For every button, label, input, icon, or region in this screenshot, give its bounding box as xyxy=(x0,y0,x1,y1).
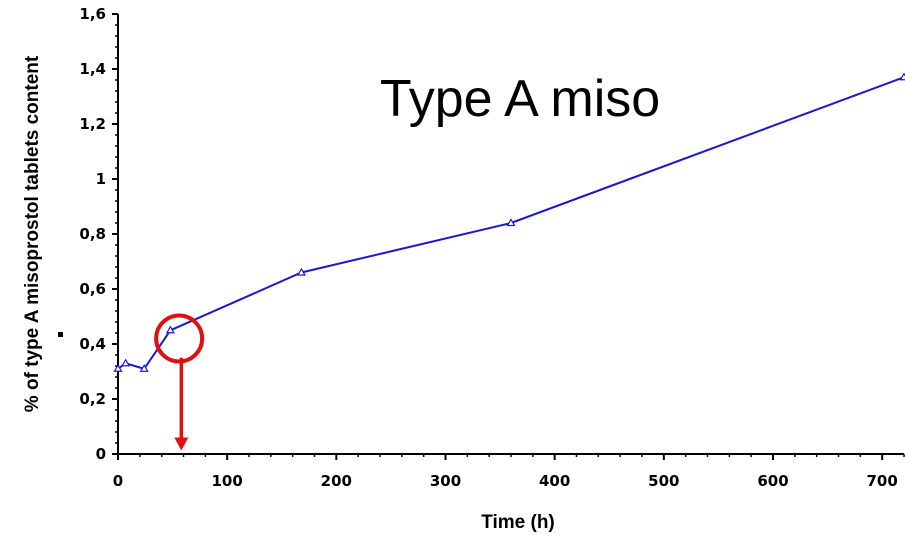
arrow-head xyxy=(174,437,189,451)
data-point-marker xyxy=(121,358,131,367)
data-point-marker xyxy=(113,364,123,372)
x-tick-label: 600 xyxy=(757,472,788,490)
data-point-marker xyxy=(296,267,306,276)
y-tick-label: 0 xyxy=(96,445,106,463)
y-axis-title: % of type A misoprostol tablets content xyxy=(22,55,43,412)
x-tick-label: 0 xyxy=(113,472,123,490)
y-tick-label: 1 xyxy=(96,170,106,188)
y-tick-label: 1,6 xyxy=(79,5,106,23)
stray-dot xyxy=(58,332,63,337)
data-point-marker xyxy=(165,325,175,334)
data-point-marker xyxy=(506,218,516,227)
chart-title: Type A miso xyxy=(380,70,660,128)
y-tick-label: 0,2 xyxy=(79,390,106,408)
data-point-marker xyxy=(899,72,905,81)
x-tick-label: 100 xyxy=(212,472,243,490)
y-tick-label: 0,4 xyxy=(79,335,106,353)
annotation-layer xyxy=(154,313,205,451)
x-tick-label: 500 xyxy=(648,472,679,490)
y-tick-label: 1,2 xyxy=(79,115,106,133)
x-tick-label: 700 xyxy=(867,472,898,490)
x-tick-label: 200 xyxy=(321,472,352,490)
highlight-circle xyxy=(154,313,205,364)
x-axis-title: Time (h) xyxy=(481,512,555,533)
x-tick-label: 400 xyxy=(539,472,570,490)
x-tick-label: 300 xyxy=(430,472,461,490)
axes: 0 0,2 0,4 0,6 0,8 1 1,2 1,4 1,6 0 100 200 300 400 500 6… xyxy=(79,5,905,490)
y-tick-label: 1,4 xyxy=(79,60,106,78)
y-tick-label: 0,8 xyxy=(79,225,106,243)
series-layer xyxy=(113,72,905,372)
data-point-marker xyxy=(139,364,149,372)
y-tick-label: 0,6 xyxy=(79,280,106,298)
